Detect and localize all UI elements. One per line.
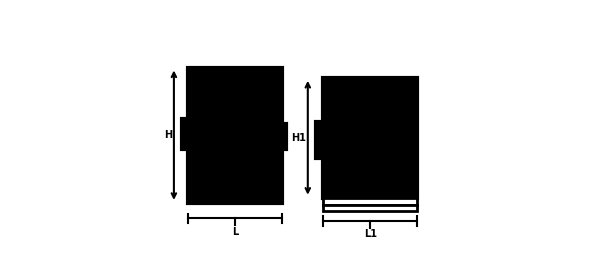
Bar	[323, 198, 417, 205]
Bar	[282, 124, 286, 149]
Text: H1: H1	[292, 133, 307, 143]
Text: L1: L1	[364, 229, 377, 239]
Bar	[397, 165, 415, 177]
Bar	[326, 141, 414, 194]
Bar	[323, 78, 417, 198]
Bar	[188, 68, 282, 203]
Bar	[191, 71, 278, 129]
Text: L: L	[232, 227, 238, 237]
Bar	[182, 119, 188, 149]
Bar	[326, 81, 414, 135]
Text: H: H	[164, 130, 173, 140]
Bar	[316, 122, 323, 158]
Bar	[397, 142, 415, 162]
Bar	[323, 205, 417, 211]
Bar	[191, 173, 218, 200]
Bar	[191, 136, 278, 200]
